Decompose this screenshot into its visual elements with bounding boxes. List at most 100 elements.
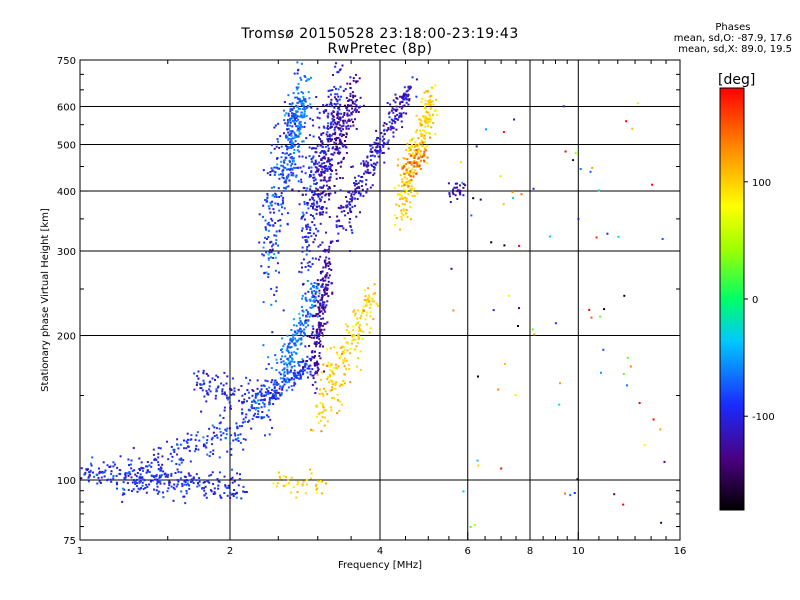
scatter-point xyxy=(157,456,160,459)
scatter-point xyxy=(427,131,430,134)
scatter-point xyxy=(266,192,269,195)
scatter-point xyxy=(405,148,408,151)
scatter-point xyxy=(298,312,301,315)
scatter-point xyxy=(490,241,493,244)
scatter-point xyxy=(275,230,278,233)
scatter-point xyxy=(369,327,372,330)
scatter-point xyxy=(409,188,412,191)
scatter-point xyxy=(313,224,316,227)
scatter-point xyxy=(322,179,325,182)
scatter-point xyxy=(355,73,357,76)
scatter-point xyxy=(341,64,344,67)
scatter-point xyxy=(311,292,314,295)
scatter-point xyxy=(226,427,229,430)
scatter-point xyxy=(576,478,579,481)
scatter-point xyxy=(166,475,169,478)
scatter-point xyxy=(219,414,222,417)
scatter-point xyxy=(271,248,274,251)
scatter-point xyxy=(338,152,341,155)
scatter-point xyxy=(349,352,352,355)
scatter-point xyxy=(312,173,315,176)
scatter-point xyxy=(419,118,422,121)
scatter-point xyxy=(386,141,389,144)
scatter-point xyxy=(285,186,288,189)
scatter-point xyxy=(366,155,369,158)
scatter-point xyxy=(320,285,323,288)
scatter-point xyxy=(292,114,295,117)
scatter-point xyxy=(329,101,332,104)
scatter-point xyxy=(256,393,259,396)
scatter-point xyxy=(293,116,296,119)
scatter-point xyxy=(296,129,299,132)
scatter-point xyxy=(116,483,118,486)
scatter-point xyxy=(293,384,296,387)
scatter-point xyxy=(301,294,304,297)
scatter-point xyxy=(318,126,321,129)
scatter-point xyxy=(294,166,297,169)
scatter-point xyxy=(277,383,280,386)
scatter-point xyxy=(229,496,232,499)
scatter-point xyxy=(651,183,654,186)
scatter-point xyxy=(309,298,312,301)
scatter-point xyxy=(287,359,290,362)
scatter-point xyxy=(182,459,185,462)
scatter-point xyxy=(250,406,253,409)
scatter-point xyxy=(329,375,331,378)
scatter-point xyxy=(330,388,333,391)
scatter-point xyxy=(354,204,356,207)
scatter-point xyxy=(293,365,296,368)
scatter-point xyxy=(399,101,402,104)
scatter-point xyxy=(235,422,238,425)
scatter-point xyxy=(305,241,308,243)
scatter-point xyxy=(331,372,334,375)
scatter-point xyxy=(432,122,435,124)
scatter-point xyxy=(193,372,196,375)
scatter-point xyxy=(239,473,241,476)
scatter-point xyxy=(343,104,346,107)
scatter-point xyxy=(410,179,412,182)
scatter-point xyxy=(261,253,264,256)
scatter-point xyxy=(289,167,292,170)
scatter-point xyxy=(119,469,122,472)
scatter-point xyxy=(626,384,628,387)
scatter-point xyxy=(362,195,365,198)
scatter-point xyxy=(351,339,354,342)
scatter-point xyxy=(157,452,160,455)
scatter-point xyxy=(403,188,406,191)
scatter-point xyxy=(309,359,312,362)
scatter-point xyxy=(198,484,201,487)
scatter-point xyxy=(287,168,290,171)
scatter-point xyxy=(263,416,266,419)
scatter-point xyxy=(234,493,237,495)
scatter-point xyxy=(338,133,341,136)
scatter-point xyxy=(287,362,290,365)
scatter-point xyxy=(284,380,287,383)
scatter-point xyxy=(353,109,356,112)
scatter-point xyxy=(309,229,312,231)
scatter-point xyxy=(232,495,235,497)
scatter-point xyxy=(260,395,263,398)
scatter-point xyxy=(404,97,407,100)
scatter-point xyxy=(400,107,403,110)
scatter-point xyxy=(283,371,286,374)
scatter-point xyxy=(470,214,473,217)
scatter-point xyxy=(316,369,319,372)
scatter-point xyxy=(260,265,263,268)
x-axis-label: Frequency [MHz] xyxy=(338,560,422,571)
scatter-point xyxy=(122,487,124,490)
scatter-point xyxy=(335,145,338,148)
scatter-point xyxy=(306,240,309,243)
scatter-point xyxy=(344,214,347,217)
scatter-point xyxy=(381,135,384,138)
scatter-point xyxy=(476,459,479,462)
scatter-point xyxy=(336,215,339,218)
scatter-point xyxy=(293,351,296,353)
scatter-point xyxy=(312,241,315,244)
scatter-point xyxy=(329,173,332,176)
scatter-point xyxy=(301,99,304,102)
scatter-point xyxy=(216,376,219,379)
scatter-point xyxy=(274,222,277,225)
scatter-point xyxy=(184,476,187,478)
scatter-point xyxy=(293,137,296,139)
scatter-point xyxy=(224,437,227,440)
